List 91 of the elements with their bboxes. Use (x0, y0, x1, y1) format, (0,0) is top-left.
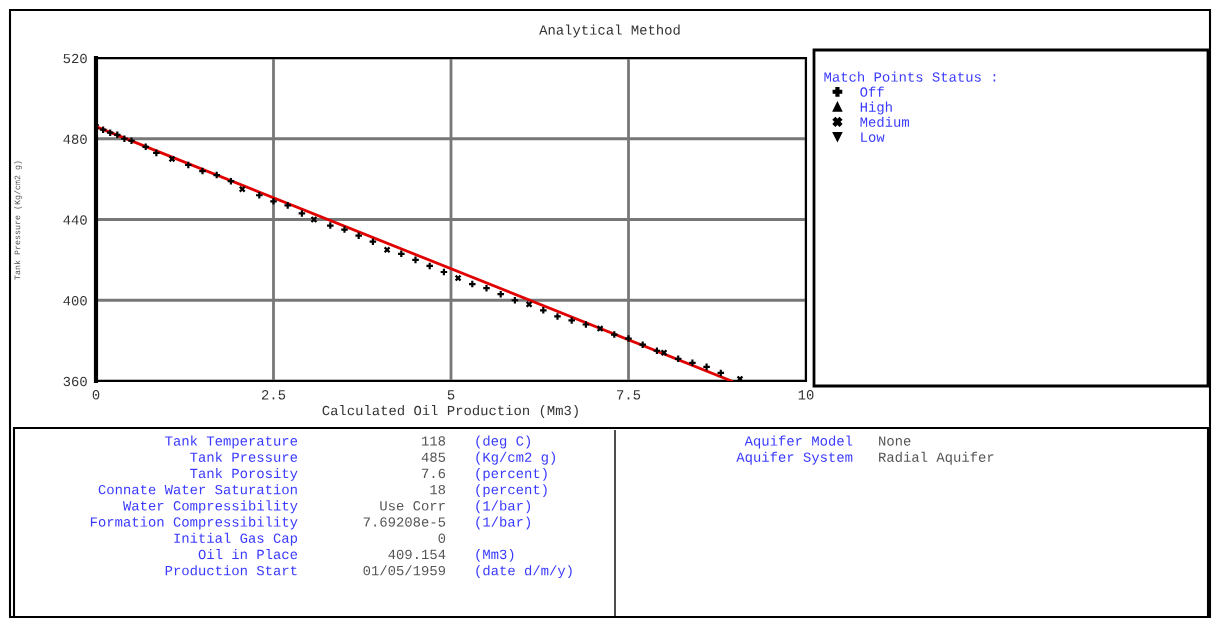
text: 01/05/1959 (363, 565, 446, 576)
point (582, 321, 590, 328)
point (270, 198, 277, 205)
text: 7.69208e-5 (363, 517, 446, 527)
text: Tank Pressure (190, 451, 298, 462)
text: (date d/m/y) (476, 565, 572, 579)
text: Water Compressibility (122, 500, 298, 514)
point (383, 246, 391, 254)
point (454, 274, 462, 282)
point (426, 262, 433, 270)
y-tick-label: 440 (63, 215, 87, 225)
point (114, 131, 121, 138)
text: 485 (421, 452, 446, 462)
point (327, 222, 334, 229)
text: Oil in Place (198, 548, 298, 560)
text: (Mm3) (476, 548, 514, 562)
text: Aquifer System (736, 451, 853, 465)
y-tick-label: 520 (63, 53, 87, 64)
x-axis-title: Calculated Oil Production (Mm3) (322, 405, 578, 419)
point (213, 171, 220, 179)
legend-title: Match Points Status : (824, 71, 996, 82)
point (625, 335, 632, 342)
point (256, 192, 263, 199)
point (369, 238, 377, 245)
x-tick-label: 10 (798, 390, 814, 400)
point (199, 167, 206, 175)
text: None (879, 436, 911, 446)
text: 18 (430, 484, 446, 495)
text: (1/bar) (476, 516, 531, 530)
point (736, 375, 744, 381)
text: Use Corr (380, 501, 445, 511)
text: Formation Compressibility (90, 516, 298, 530)
point (497, 290, 504, 298)
point (660, 349, 668, 356)
point (689, 359, 696, 367)
y-axis-title: Tank Pressure (Kg/cm2 g) (14, 161, 22, 280)
legend-label: Low (861, 132, 885, 142)
x-tick-label: 5 (447, 390, 455, 400)
x-tick-label: 2.5 (261, 390, 286, 400)
point (128, 137, 135, 145)
text: Initial Gas Cap (174, 532, 298, 546)
point (121, 135, 128, 143)
text: (Kg/cm2 g) (476, 451, 556, 465)
y-tick-label: 480 (63, 134, 87, 144)
point (284, 202, 291, 209)
text: Radial Aquifer (879, 451, 994, 465)
text: (percent) (476, 467, 547, 481)
text: (1/bar) (476, 500, 531, 514)
y-tick-label: 360 (63, 376, 87, 387)
point (142, 143, 149, 151)
text: Tank Temperature (165, 435, 298, 449)
point (298, 210, 306, 217)
text: 0 (438, 533, 446, 543)
point (596, 325, 604, 332)
legend-label: High (860, 101, 892, 115)
point (469, 280, 476, 288)
point (525, 301, 533, 308)
point (511, 296, 519, 304)
point (412, 256, 419, 264)
point (99, 126, 107, 133)
text: (deg C) (476, 435, 531, 449)
legend-label: Off (860, 86, 884, 97)
point (483, 284, 490, 292)
chart-title: Analytical Method (539, 24, 680, 38)
point (554, 313, 561, 320)
x-tick-label: 7.5 (617, 390, 641, 400)
text: 409.154 (388, 549, 446, 560)
point (568, 317, 575, 324)
text: Connate Water Saturation (98, 484, 297, 495)
point (239, 185, 246, 193)
point (639, 341, 646, 348)
point (106, 129, 114, 136)
point (355, 232, 362, 239)
text: 7.6 (422, 468, 446, 479)
y-tick-label: 400 (63, 295, 87, 306)
text: Aquifer Model (744, 435, 853, 449)
text: (percent) (476, 484, 547, 498)
point (703, 363, 710, 371)
point (653, 347, 661, 354)
point (611, 331, 618, 338)
text: Tank Porosity (190, 467, 298, 481)
point (310, 216, 318, 223)
point (398, 250, 405, 258)
point (540, 307, 547, 314)
text: 118 (422, 436, 446, 446)
x-tick-label: 0 (92, 390, 100, 400)
text: Production Start (165, 565, 297, 576)
legend-label: Medium (860, 116, 909, 127)
point (153, 149, 160, 157)
point (185, 161, 192, 169)
point (341, 226, 348, 233)
